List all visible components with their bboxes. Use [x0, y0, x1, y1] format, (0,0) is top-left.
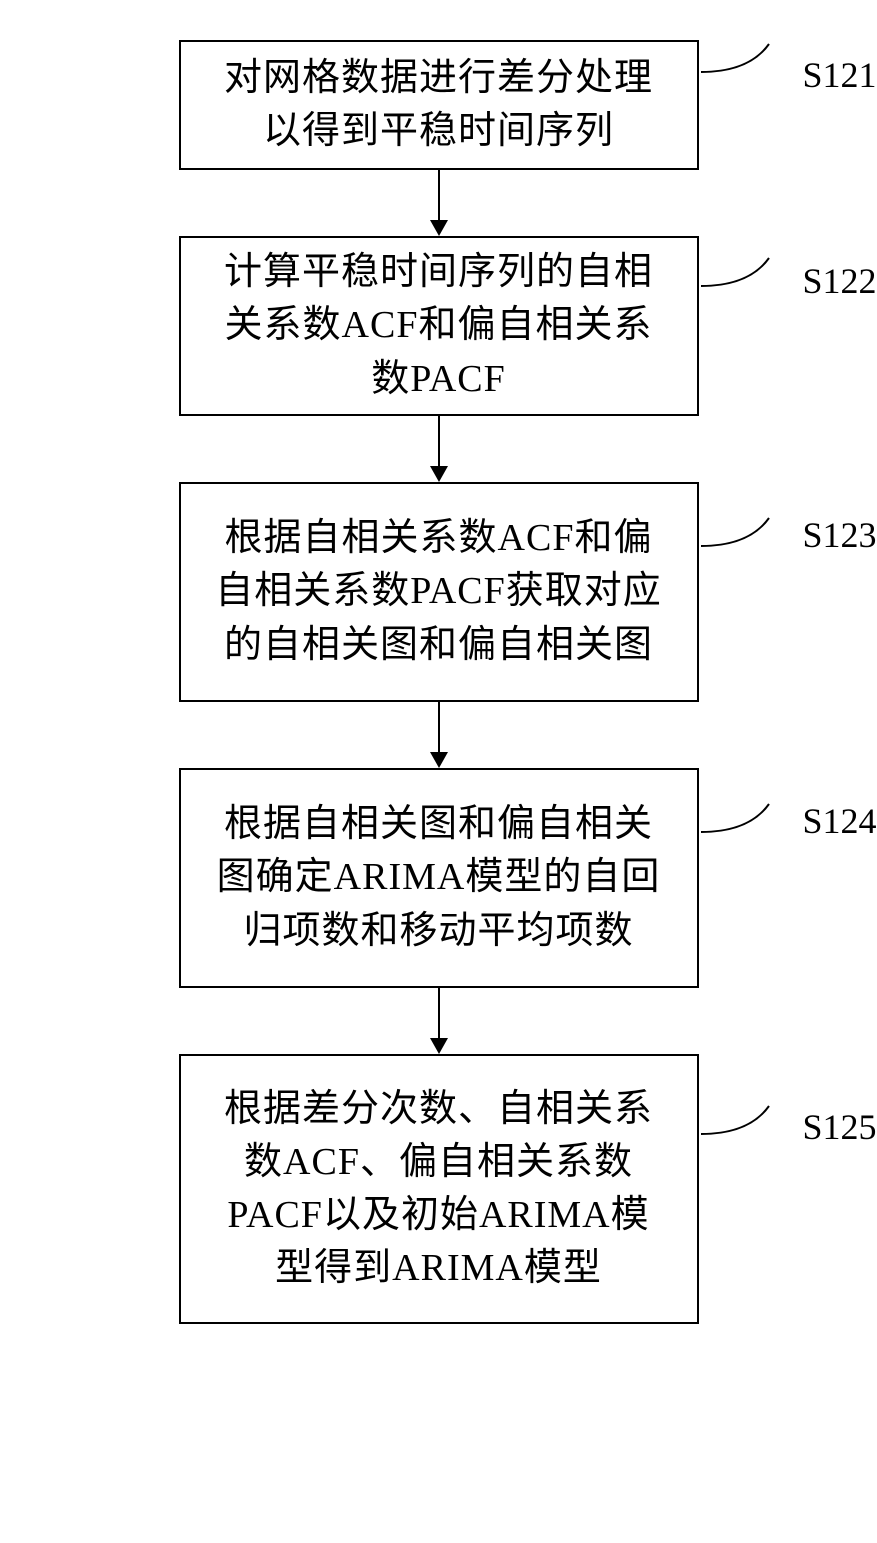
step-row-s122: 计算平稳时间序列的自相关系数ACF和偏自相关系数PACFS122: [40, 236, 837, 416]
step-label: S124: [802, 800, 876, 842]
step-label: S125: [802, 1106, 876, 1148]
step-row-s125: 根据差分次数、自相关系数ACF、偏自相关系数PACF以及初始ARIMA模型得到A…: [40, 1054, 837, 1324]
step-text: 对网格数据进行差分处理以得到平稳时间序列: [211, 52, 667, 158]
arrow-head-icon: [430, 1038, 448, 1054]
step-box-s124: 根据自相关图和偏自相关图确定ARIMA模型的自回归项数和移动平均项数S124: [179, 768, 699, 988]
step-text: 计算平稳时间序列的自相关系数ACF和偏自相关系数PACF: [211, 246, 667, 406]
step-label: S123: [802, 514, 876, 556]
curve-connector: [699, 1104, 799, 1174]
arrow-down: [430, 170, 448, 236]
step-text: 根据自相关图和偏自相关图确定ARIMA模型的自回归项数和移动平均项数: [211, 798, 667, 958]
step-label: S122: [802, 260, 876, 302]
curve-connector: [699, 42, 799, 112]
arrow-head-icon: [430, 466, 448, 482]
step-text: 根据自相关系数ACF和偏自相关系数PACF获取对应的自相关图和偏自相关图: [211, 512, 667, 672]
step-row-s124: 根据自相关图和偏自相关图确定ARIMA模型的自回归项数和移动平均项数S124: [40, 768, 837, 988]
arrow-down: [430, 702, 448, 768]
step-box-s125: 根据差分次数、自相关系数ACF、偏自相关系数PACF以及初始ARIMA模型得到A…: [179, 1054, 699, 1324]
curve-connector: [699, 802, 799, 872]
step-text: 根据差分次数、自相关系数ACF、偏自相关系数PACF以及初始ARIMA模型得到A…: [211, 1083, 667, 1296]
step-box-s122: 计算平稳时间序列的自相关系数ACF和偏自相关系数PACFS122: [179, 236, 699, 416]
arrow-head-icon: [430, 752, 448, 768]
arrow-line: [438, 170, 440, 220]
flowchart-container: 对网格数据进行差分处理以得到平稳时间序列S121 计算平稳时间序列的自相关系数AC…: [40, 40, 837, 1324]
step-box-s121: 对网格数据进行差分处理以得到平稳时间序列S121: [179, 40, 699, 170]
arrow-head-icon: [430, 220, 448, 236]
step-label: S121: [802, 54, 876, 96]
step-row-s121: 对网格数据进行差分处理以得到平稳时间序列S121: [40, 40, 837, 170]
curve-connector: [699, 256, 799, 326]
arrow-line: [438, 702, 440, 752]
arrow-down: [430, 416, 448, 482]
arrow-line: [438, 988, 440, 1038]
arrow-line: [438, 416, 440, 466]
step-box-s123: 根据自相关系数ACF和偏自相关系数PACF获取对应的自相关图和偏自相关图S123: [179, 482, 699, 702]
curve-connector: [699, 516, 799, 586]
arrow-down: [430, 988, 448, 1054]
step-row-s123: 根据自相关系数ACF和偏自相关系数PACF获取对应的自相关图和偏自相关图S123: [40, 482, 837, 702]
